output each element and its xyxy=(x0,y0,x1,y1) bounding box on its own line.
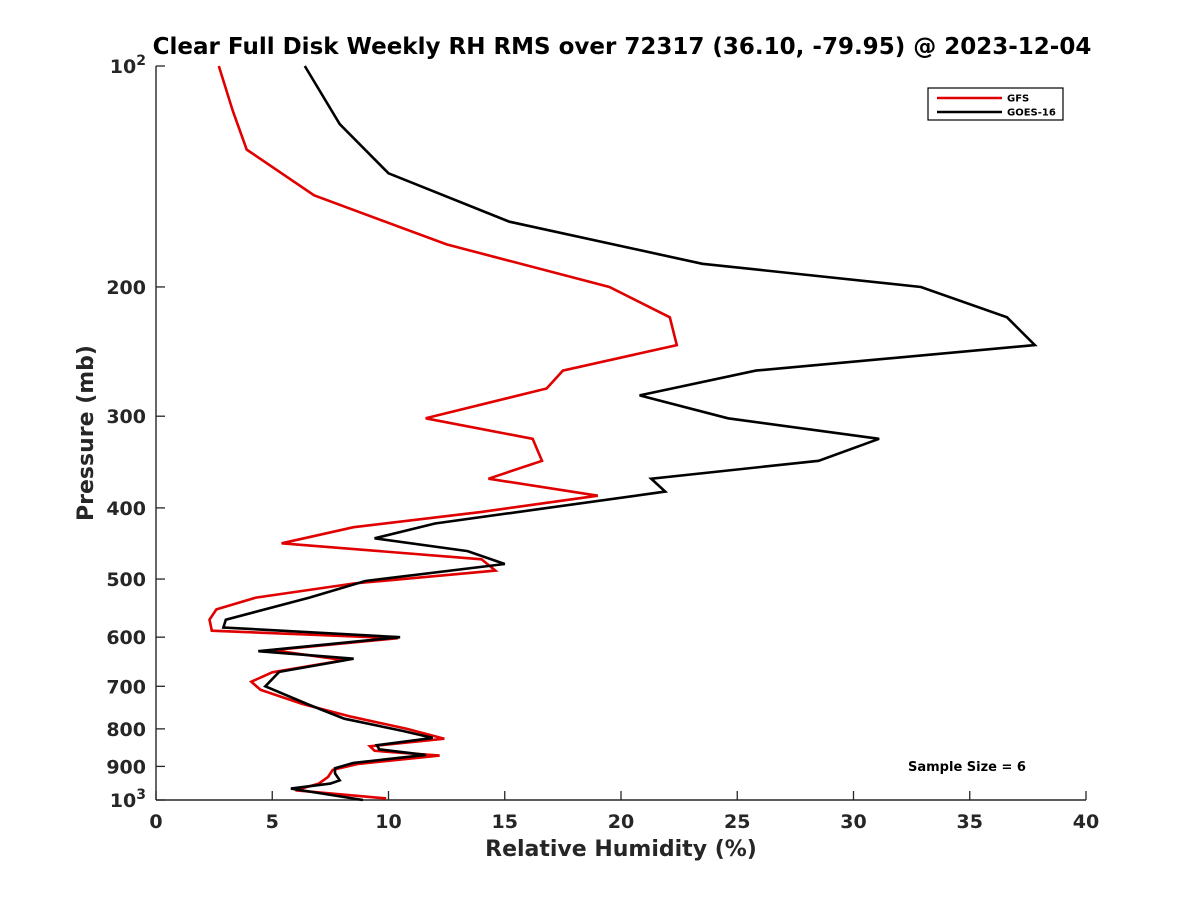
legend-box xyxy=(927,87,1064,121)
y-tick-label: 200 xyxy=(106,277,146,299)
x-tick-label: 35 xyxy=(957,811,983,833)
legend: GFS GOES-16 xyxy=(927,87,1064,121)
y-tick-exponent: 2 xyxy=(136,53,146,69)
x-tick-label: 10 xyxy=(375,811,401,833)
x-tick-label: 40 xyxy=(1073,811,1099,833)
x-tick-label: 0 xyxy=(149,811,162,833)
y-tick-label: 102 xyxy=(110,53,146,78)
x-tick-label: 15 xyxy=(492,811,518,833)
x-tick-label: 30 xyxy=(840,811,866,833)
y-tick-label: 900 xyxy=(106,756,146,778)
y-tick-base: 10 xyxy=(110,56,136,78)
y-tick-label: 300 xyxy=(106,406,146,428)
series-line-goes-16 xyxy=(221,65,1038,802)
legend-label: GOES-16 xyxy=(1007,108,1056,119)
x-axis-ticks: 0 5 10 15 20 25 30 35 40 xyxy=(149,791,1099,833)
x-tick-label: 5 xyxy=(266,811,279,833)
x-axis-label: Relative Humidity (%) xyxy=(485,837,757,862)
series-layer xyxy=(208,65,1038,802)
plot-area xyxy=(155,65,1086,802)
x-tick-label: 25 xyxy=(724,811,750,833)
y-tick-label: 800 xyxy=(106,719,146,741)
y-tick-exponent: 3 xyxy=(136,787,146,803)
y-tick-label: 600 xyxy=(106,627,146,649)
y-axis-label: Pressure (mb) xyxy=(74,345,99,521)
y-tick-base: 10 xyxy=(110,790,136,812)
legend-label: GFS xyxy=(1007,94,1029,105)
sample-size-annotation: Sample Size = 6 xyxy=(908,760,1026,775)
series-line-gfs xyxy=(208,65,679,800)
y-tick-label: 103 xyxy=(110,787,146,812)
y-tick-label: 500 xyxy=(106,569,146,591)
x-tick-label: 20 xyxy=(608,811,634,833)
y-tick-label: 700 xyxy=(106,676,146,698)
y-tick-label: 400 xyxy=(106,498,146,520)
chart-title: Clear Full Disk Weekly RH RMS over 72317… xyxy=(153,34,1092,60)
